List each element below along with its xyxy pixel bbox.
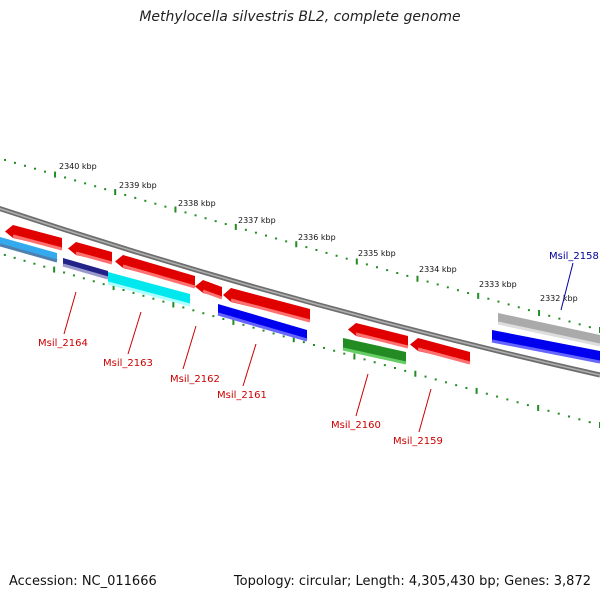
- gene-leader-line: [127, 311, 142, 355]
- gene-feature-l: [342, 338, 407, 365]
- gene-feature-i: [62, 258, 109, 280]
- gene-label[interactable]: Msil_2163: [103, 358, 153, 369]
- outer-tick-ring: [4, 158, 600, 333]
- gene-leader-line: [560, 262, 574, 311]
- gene-feature-a: [5, 225, 63, 251]
- inner-tick-ring: [3, 253, 600, 428]
- gene-feature-h: [0, 237, 58, 263]
- gene-leader-line: [418, 388, 432, 433]
- gene-labels: Msil_2164 Msil_2163 Msil_2162 Msil_2161 Msil…: [38, 251, 599, 447]
- kbp-tick-label: 2333 kbp: [479, 280, 517, 289]
- genome-summary: Topology: circular; Length: 4,305,430 bp…: [233, 574, 591, 589]
- gene-leader-line: [242, 343, 257, 387]
- accession-label: Accession: NC_011666: [9, 574, 157, 589]
- kbp-tick-label: 2334 kbp: [419, 265, 457, 274]
- gene-label[interactable]: Msil_2164: [38, 338, 88, 349]
- gene-leader-line: [355, 373, 369, 417]
- gene-feature-g: [410, 338, 471, 365]
- gene-feature-j: [107, 272, 191, 307]
- genome-title: Methylocella silvestris BL2, complete ge…: [139, 9, 461, 25]
- gene-feature-e: [223, 288, 311, 323]
- kbp-tick-label: 2338 kbp: [178, 199, 216, 208]
- gene-leader-line: [63, 291, 77, 335]
- genome-backbone: [0, 206, 600, 378]
- gene-features: [0, 225, 600, 365]
- gene-leader-line: [182, 325, 197, 370]
- kbp-tick-label: 2335 kbp: [358, 249, 396, 258]
- gene-feature-b: [68, 242, 113, 265]
- gene-label[interactable]: Msil_2158: [549, 251, 599, 262]
- gene-feature-k: [217, 304, 308, 342]
- backbone-highlight: [0, 207, 600, 376]
- kbp-tick-label: 2337 kbp: [238, 216, 276, 225]
- gene-label[interactable]: Msil_2160: [331, 420, 381, 431]
- kbp-labels: 2340 kbp 2339 kbp 2338 kbp 2337 kbp 2336 kbp…: [59, 162, 578, 303]
- gene-feature-d: [195, 280, 223, 300]
- gene-label[interactable]: Msil_2159: [393, 436, 443, 447]
- gene-label[interactable]: Msil_2162: [170, 374, 220, 385]
- kbp-tick-label: 2336 kbp: [298, 233, 336, 242]
- kbp-tick-label: 2339 kbp: [119, 181, 157, 190]
- kbp-tick-label: 2340 kbp: [59, 162, 97, 171]
- gene-label[interactable]: Msil_2161: [217, 390, 267, 401]
- kbp-tick-label: 2332 kbp: [540, 294, 578, 303]
- tick-rings: [3, 158, 600, 428]
- gene-feature-f: [348, 323, 409, 349]
- gene-feature-m: [497, 313, 600, 347]
- gene-feature-n: [491, 330, 600, 364]
- gene-feature-c: [115, 255, 196, 289]
